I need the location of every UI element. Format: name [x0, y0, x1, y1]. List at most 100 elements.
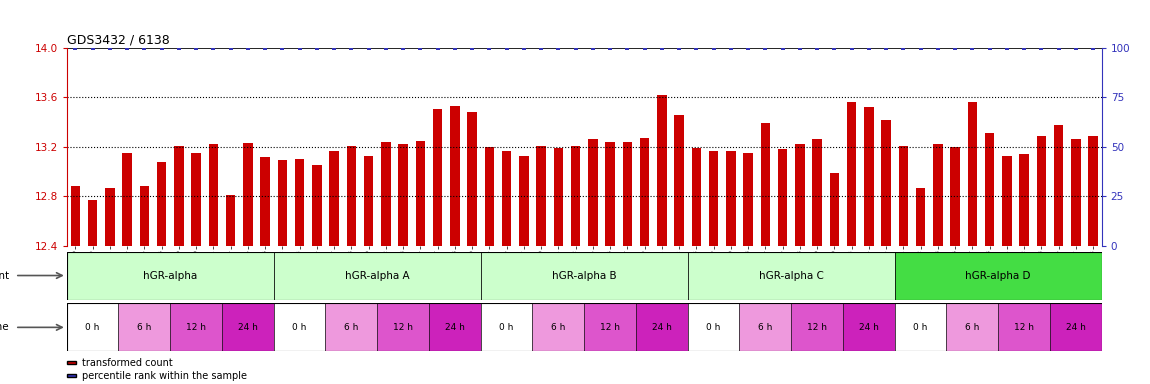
Text: 0 h: 0 h [292, 323, 307, 332]
Bar [584, 303, 636, 351]
Bar [636, 303, 688, 351]
Text: 24 h: 24 h [1066, 323, 1086, 332]
Bar [553, 148, 564, 246]
Text: percentile rank within the sample: percentile rank within the sample [82, 371, 246, 381]
Bar [657, 95, 667, 246]
Bar [532, 303, 584, 351]
Text: time: time [0, 322, 10, 333]
Bar [846, 103, 857, 246]
Bar [118, 303, 170, 351]
Bar [743, 153, 753, 246]
Bar [67, 252, 274, 300]
Bar [222, 303, 274, 351]
Text: hGR-alpha A: hGR-alpha A [345, 270, 409, 281]
Bar [156, 162, 167, 246]
Text: 0 h: 0 h [85, 323, 100, 332]
Bar [481, 252, 688, 300]
Bar [225, 195, 236, 246]
Bar [170, 303, 222, 351]
Text: 6 h: 6 h [344, 323, 359, 332]
Text: 24 h: 24 h [652, 323, 672, 332]
Bar [622, 142, 633, 246]
Bar [70, 186, 80, 246]
Text: transformed count: transformed count [82, 358, 172, 368]
Bar [429, 303, 481, 351]
Bar [726, 151, 736, 246]
Bar [570, 146, 581, 246]
Bar [481, 303, 532, 351]
Bar [377, 303, 429, 351]
Bar [674, 115, 684, 246]
Bar [105, 188, 115, 246]
Bar [933, 144, 943, 246]
Text: 12 h: 12 h [600, 323, 620, 332]
Bar [1036, 136, 1046, 246]
Bar [467, 112, 477, 246]
Bar [346, 146, 356, 246]
Bar [898, 146, 908, 246]
Bar [605, 142, 615, 246]
Text: agent: agent [0, 270, 10, 281]
Bar [536, 146, 546, 246]
Bar [484, 147, 494, 246]
Bar [87, 200, 98, 246]
Bar [174, 146, 184, 246]
Bar [363, 156, 374, 246]
Bar [381, 142, 391, 246]
Bar [1002, 156, 1012, 246]
Bar [277, 161, 288, 246]
Bar [864, 108, 874, 246]
Text: 12 h: 12 h [807, 323, 827, 332]
Bar [208, 144, 218, 246]
Text: 0 h: 0 h [706, 323, 721, 332]
Bar [777, 149, 788, 246]
Text: 6 h: 6 h [137, 323, 152, 332]
Bar [881, 120, 891, 246]
Bar [1088, 136, 1098, 246]
Text: 12 h: 12 h [1014, 323, 1034, 332]
Bar [984, 133, 995, 246]
Bar [312, 166, 322, 246]
Bar [519, 156, 529, 246]
Text: hGR-alpha D: hGR-alpha D [966, 270, 1030, 281]
Bar [588, 139, 598, 246]
Bar [398, 144, 408, 246]
Text: 12 h: 12 h [393, 323, 413, 332]
Text: GDS3432 / 6138: GDS3432 / 6138 [67, 33, 169, 46]
Text: 24 h: 24 h [859, 323, 879, 332]
Bar [325, 303, 377, 351]
Text: 0 h: 0 h [913, 323, 928, 332]
Bar [760, 123, 771, 246]
Bar [274, 252, 481, 300]
Bar [450, 106, 460, 246]
Text: 12 h: 12 h [186, 323, 206, 332]
Bar [639, 138, 650, 246]
Bar [795, 144, 805, 246]
Text: 24 h: 24 h [445, 323, 465, 332]
Bar [812, 139, 822, 246]
Bar [274, 303, 325, 351]
Text: 6 h: 6 h [965, 323, 980, 332]
Text: 0 h: 0 h [499, 323, 514, 332]
Bar [1019, 154, 1029, 246]
Bar [260, 157, 270, 246]
Bar [294, 159, 305, 246]
Text: hGR-alpha C: hGR-alpha C [759, 270, 823, 281]
Bar [1050, 303, 1102, 351]
Text: 24 h: 24 h [238, 323, 258, 332]
Bar [691, 148, 702, 246]
Bar [998, 303, 1050, 351]
Bar [946, 303, 998, 351]
Text: hGR-alpha B: hGR-alpha B [552, 270, 616, 281]
Bar [843, 303, 895, 351]
Bar [895, 303, 946, 351]
Bar [915, 188, 926, 246]
Bar [739, 303, 791, 351]
Bar [708, 151, 719, 246]
Bar [329, 151, 339, 246]
Bar [967, 103, 978, 246]
Bar [139, 186, 150, 246]
Bar [67, 303, 118, 351]
Text: 6 h: 6 h [551, 323, 566, 332]
Text: hGR-alpha: hGR-alpha [143, 270, 198, 281]
